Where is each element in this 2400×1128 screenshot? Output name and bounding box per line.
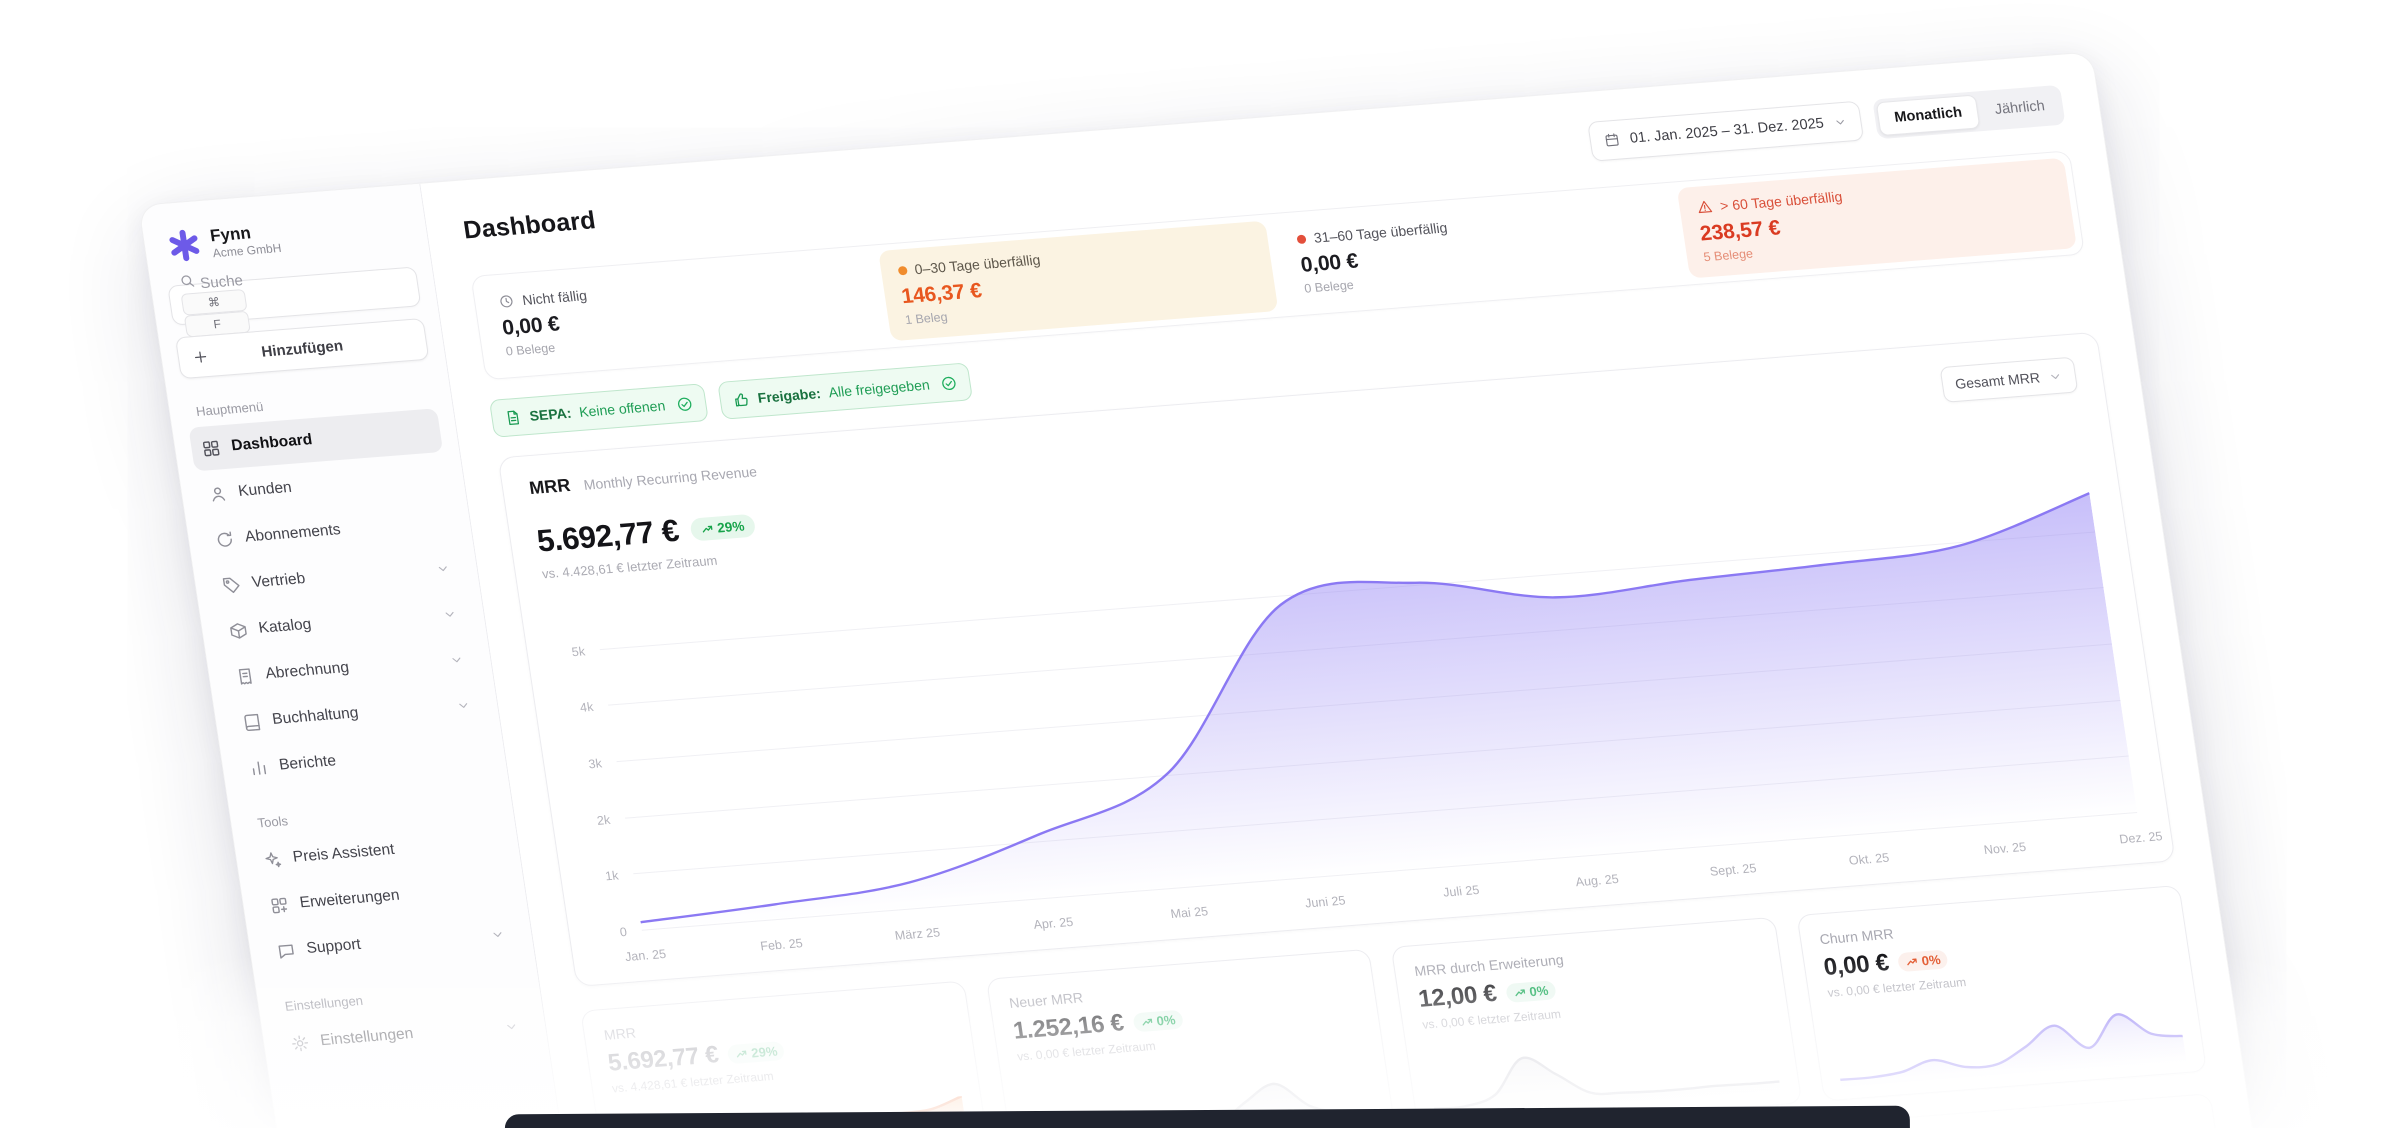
x-axis-tick-label: Juni 25: [1304, 893, 1347, 911]
kpi-card-mrr[interactable]: MRR 5.692,77 € 29% vs. 4.428,61 € letzte…: [580, 980, 992, 1128]
trend-up-icon: [699, 521, 714, 535]
sidebar-item-einstellungen[interactable]: Einstellungen: [277, 1003, 532, 1066]
x-axis-tick-label: Sept. 25: [1708, 861, 1758, 879]
fynn-logo-icon: [165, 227, 204, 263]
aging-31-60[interactable]: 31–60 Tage überfällig 0,00 € 0 Belege: [1277, 189, 1678, 310]
y-axis-tick-label: 0: [618, 924, 628, 940]
chevron-down-icon: [489, 926, 506, 942]
mrr-filter-dropdown[interactable]: Gesamt MRR: [1939, 356, 2079, 403]
x-axis-tick-label: Dez. 25: [2118, 829, 2164, 847]
kpi-card-mrr-erweiterung[interactable]: MRR durch Erweiterung 12,00 € 0% vs. 0,0…: [1390, 916, 1802, 1128]
user-icon: [207, 483, 229, 503]
cycle-icon: [214, 529, 236, 549]
period-toggle: Monatlich Jährlich: [1872, 84, 2066, 140]
chevron-down-icon: [448, 651, 465, 667]
chevron-down-icon: [503, 1018, 520, 1034]
period-option-jaehrlich[interactable]: Jährlich: [1993, 98, 2046, 118]
mrr-trend-badge: 29%: [688, 513, 756, 542]
freigabe-status-chip[interactable]: Freigabe: Alle freigegeben: [717, 362, 974, 420]
app-window: Fynn Acme GmbH Suche ⌘ F Hinzufügen Haup…: [138, 51, 2315, 1128]
mrr-area-chart[interactable]: [591, 476, 2138, 931]
chevron-down-icon: [455, 697, 472, 713]
x-axis-tick-label: Jan. 25: [624, 946, 668, 965]
document-icon: [503, 408, 522, 426]
kpi-card-neuer-mrr[interactable]: Neuer MRR 1.252,16 € 0% vs. 0,00 € letzt…: [985, 948, 1397, 1128]
date-range-label: 01. Jan. 2025 – 31. Dez. 2025: [1628, 115, 1825, 147]
x-axis-tick-label: Aug. 25: [1574, 871, 1620, 890]
date-range-picker[interactable]: 01. Jan. 2025 – 31. Dez. 2025: [1587, 100, 1865, 162]
trend-up-icon: [734, 1046, 749, 1060]
calendar-icon: [1603, 132, 1621, 149]
box-icon: [228, 620, 250, 640]
orange-dot-icon: [897, 265, 908, 276]
x-axis-tick-label: Apr. 25: [1032, 914, 1075, 932]
trend-badge: 0%: [1132, 1009, 1184, 1032]
y-axis-tick-label: 2k: [595, 812, 612, 828]
bar-chart-icon: [248, 757, 270, 777]
gear-icon: [289, 1033, 311, 1053]
sparkline-svg: [1832, 1000, 2187, 1090]
y-axis-tick-label: 5k: [570, 644, 586, 659]
y-axis-tick-label: 4k: [579, 700, 595, 716]
chevron-down-icon: [1833, 115, 1849, 130]
kpi-card-churn-mrr[interactable]: Churn MRR 0,00 € 0% vs. 0,00 € letzter Z…: [1795, 884, 2208, 1102]
mrr-chart-card: MRR Monthly Recurring Revenue Gesamt MRR…: [497, 331, 2176, 987]
trend-up-icon: [1905, 954, 1920, 968]
y-axis-tick-label: 1k: [604, 868, 620, 884]
receipt-icon: [234, 666, 256, 686]
chevron-down-icon: [434, 560, 451, 576]
search-icon: [177, 271, 196, 289]
workspace-switcher[interactable]: Fynn Acme GmbH: [159, 211, 412, 264]
chevron-down-icon: [441, 606, 458, 622]
aging-0-30[interactable]: 0–30 Tage überfällig 146,37 € 1 Beleg: [877, 220, 1279, 342]
x-axis-tick-label: Nov. 25: [1982, 839, 2028, 858]
add-button-label: Hinzufügen: [260, 336, 345, 361]
page-title: Dashboard: [461, 205, 598, 244]
warning-icon: [1695, 199, 1713, 216]
aging-not-due[interactable]: Nicht fällig 0,00 € 0 Belege: [478, 252, 879, 373]
x-axis-tick-label: März 25: [893, 925, 941, 943]
y-axis-tick-label: 3k: [587, 756, 603, 772]
book-icon: [241, 711, 263, 731]
chart-title: MRR: [527, 475, 572, 499]
churn-sparkline: [1832, 1000, 2187, 1090]
x-axis-tick-label: Feb. 25: [759, 936, 804, 954]
search-placeholder: Suche: [199, 271, 244, 292]
trend-badge: 0%: [1505, 979, 1557, 1003]
mrr-chart: 0 1k 2k 3k 4k 5k Jan. 25 Feb. 25 März 25 Apr. 25…: [546, 476, 2163, 966]
red-dot-icon: [1296, 234, 1307, 244]
tag-icon: [221, 575, 243, 595]
chart-subtitle: Monthly Recurring Revenue: [582, 463, 758, 493]
search-input[interactable]: Suche ⌘ F: [167, 266, 422, 338]
plus-icon: [191, 347, 210, 365]
thumbs-up-icon: [732, 390, 751, 408]
sepa-status-chip[interactable]: SEPA: Keine offenen: [488, 383, 709, 438]
mrr-area-svg: [591, 476, 2138, 931]
period-option-monatlich[interactable]: Monatlich: [1876, 94, 1981, 137]
aging-60-plus[interactable]: > 60 Tage überfällig 238,57 € 5 Belege: [1676, 157, 2077, 279]
trend-badge: 0%: [1897, 948, 1949, 972]
trend-badge: 29%: [726, 1040, 786, 1064]
sparkle-icon: [262, 849, 284, 869]
check-circle-icon: [675, 395, 694, 413]
x-axis-tick-label: Juli 25: [1442, 882, 1481, 900]
clock-icon: [497, 293, 515, 310]
chat-icon: [275, 941, 297, 961]
dashboard-grid-icon: [200, 438, 222, 458]
chevron-down-icon: [2047, 368, 2064, 384]
x-axis-tick-label: Mai 25: [1169, 904, 1210, 922]
main-content: Dashboard 01. Jan. 2025 – 31. Dez. 2025 …: [420, 52, 2313, 1128]
trend-up-icon: [1140, 1014, 1155, 1028]
trend-up-icon: [1512, 985, 1527, 999]
check-circle-icon: [939, 374, 958, 392]
blocks-icon: [269, 895, 291, 915]
x-axis-tick-label: Okt. 25: [1847, 850, 1891, 868]
mrr-value: 5.692,77 €: [534, 512, 681, 559]
